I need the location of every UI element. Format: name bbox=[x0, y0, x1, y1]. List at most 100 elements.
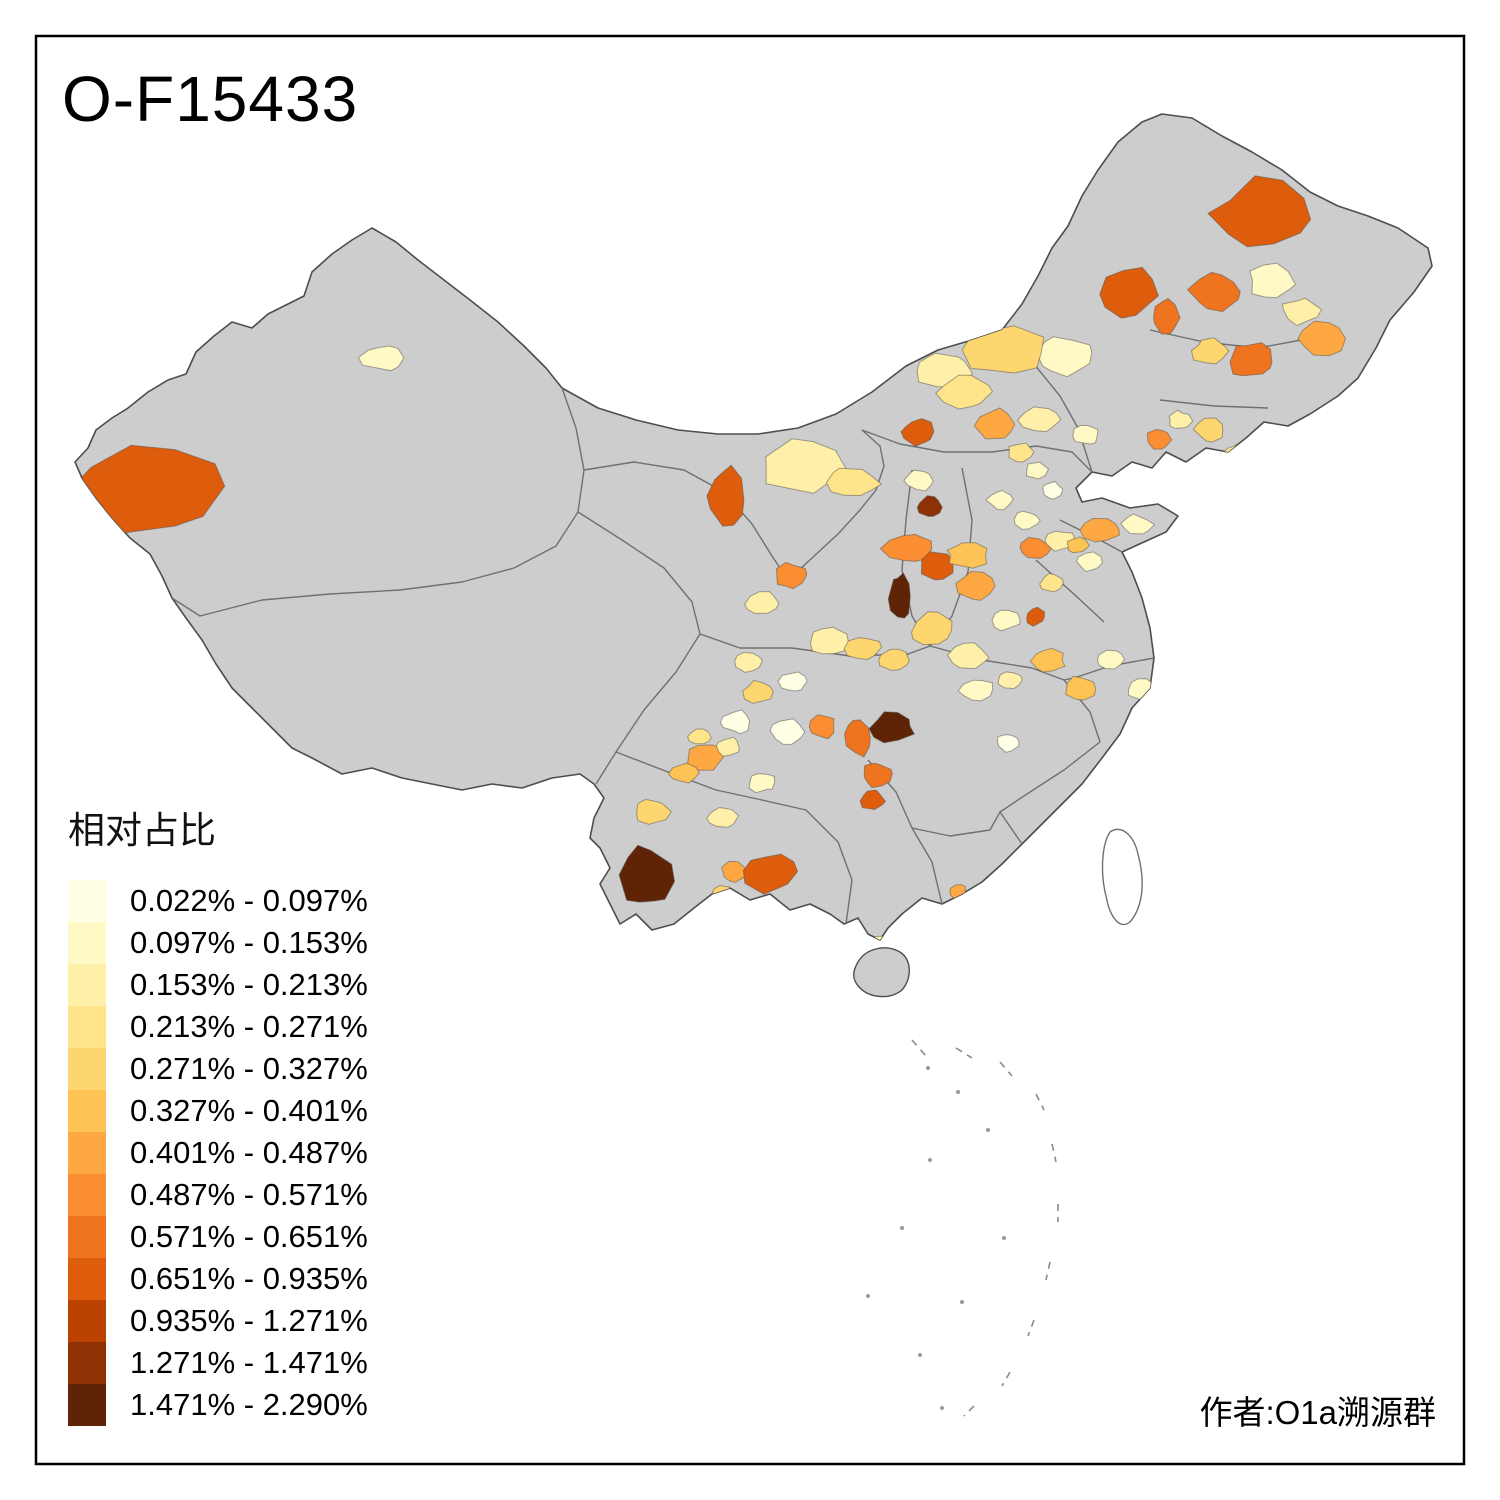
map-region bbox=[991, 609, 1021, 632]
map-region bbox=[765, 438, 848, 494]
legend-label: 0.935% - 1.271% bbox=[130, 1303, 368, 1338]
legend-item: 0.097% - 0.153% bbox=[68, 922, 368, 964]
legend-item: 0.327% - 0.401% bbox=[68, 1090, 368, 1132]
legend-item: 0.271% - 0.327% bbox=[68, 1048, 368, 1090]
legend-item: 1.271% - 1.471% bbox=[68, 1342, 368, 1384]
legend-item: 0.401% - 0.487% bbox=[68, 1132, 368, 1174]
map-region bbox=[769, 718, 806, 746]
map-region bbox=[1229, 342, 1273, 377]
map-region bbox=[1152, 297, 1181, 335]
map-region bbox=[1120, 513, 1156, 535]
map-region bbox=[742, 853, 799, 895]
map-region bbox=[825, 467, 883, 497]
map-region bbox=[1168, 409, 1194, 429]
legend-swatch bbox=[68, 1300, 106, 1342]
map-region bbox=[910, 611, 953, 646]
plot-frame bbox=[34, 34, 1466, 1466]
south-china-sea-islets bbox=[866, 1066, 1006, 1410]
map-region bbox=[1146, 428, 1173, 450]
map-region bbox=[1021, 864, 1043, 878]
map-region bbox=[775, 561, 808, 590]
legend: 相对占比 0.022% - 0.097% 0.097% - 0.153% 0.153… bbox=[68, 800, 368, 1426]
legend-swatch bbox=[68, 1384, 106, 1426]
attribution-text: 作者:O1a溯源群 bbox=[1199, 1394, 1436, 1431]
legend-swatch bbox=[68, 922, 106, 964]
map-region bbox=[1026, 606, 1046, 627]
map-region bbox=[744, 590, 780, 614]
map-region bbox=[916, 495, 943, 517]
map-region bbox=[946, 642, 990, 670]
map-region bbox=[1097, 649, 1126, 670]
map-region bbox=[844, 719, 871, 758]
map-region bbox=[903, 469, 934, 492]
map-region bbox=[357, 345, 405, 372]
taiwan-island bbox=[1101, 828, 1143, 926]
map-region bbox=[959, 897, 976, 912]
map-region bbox=[946, 542, 988, 569]
map-region bbox=[955, 570, 996, 601]
map-region bbox=[1039, 572, 1064, 593]
map-region bbox=[1079, 517, 1121, 543]
map-region bbox=[961, 325, 1045, 374]
legend-item: 0.213% - 0.271% bbox=[68, 1006, 368, 1048]
map-region bbox=[1065, 675, 1097, 701]
legend-swatch bbox=[68, 880, 106, 922]
map-region bbox=[1281, 297, 1323, 327]
map-region bbox=[686, 744, 725, 771]
map-region bbox=[719, 709, 751, 735]
legend-label: 0.097% - 0.153% bbox=[130, 925, 368, 960]
legend-item: 1.471% - 2.290% bbox=[68, 1384, 368, 1426]
map-region bbox=[1099, 266, 1159, 319]
map-region bbox=[1207, 175, 1312, 248]
map-region bbox=[935, 374, 994, 410]
map-region bbox=[1192, 417, 1224, 443]
map-region bbox=[949, 884, 966, 900]
map-region bbox=[1075, 551, 1104, 573]
map-region bbox=[1186, 271, 1241, 313]
south-china-sea-islands bbox=[911, 1039, 1059, 1417]
map-region bbox=[721, 860, 748, 883]
map-region bbox=[863, 762, 893, 789]
legend-label: 0.153% - 0.213% bbox=[130, 967, 368, 1002]
map-region bbox=[75, 444, 226, 534]
map-region bbox=[869, 935, 889, 940]
map-region bbox=[748, 773, 776, 794]
legend-swatch bbox=[68, 1090, 106, 1132]
legend-label: 0.571% - 0.651% bbox=[130, 1219, 368, 1254]
map-region bbox=[777, 671, 808, 692]
legend-label: 1.471% - 2.290% bbox=[130, 1387, 368, 1422]
legend-label: 0.271% - 0.327% bbox=[130, 1051, 368, 1086]
map-region bbox=[1297, 320, 1347, 357]
map-region bbox=[1013, 510, 1041, 531]
map-region bbox=[715, 736, 740, 757]
map-region bbox=[868, 711, 916, 744]
hainan-island bbox=[853, 947, 910, 998]
map-region bbox=[706, 806, 740, 828]
map-region bbox=[878, 648, 910, 672]
map-region bbox=[1072, 424, 1099, 445]
legend-label: 1.271% - 1.471% bbox=[130, 1345, 368, 1380]
map-region bbox=[973, 407, 1016, 440]
map-region bbox=[997, 671, 1023, 690]
map-region bbox=[859, 789, 887, 811]
legend-item: 0.022% - 0.097% bbox=[68, 880, 368, 922]
legend-swatch bbox=[68, 1258, 106, 1300]
map-region bbox=[920, 551, 954, 581]
legend-item: 0.651% - 0.935% bbox=[68, 1258, 368, 1300]
legend-label: 0.401% - 0.487% bbox=[130, 1135, 368, 1170]
map-region bbox=[879, 533, 933, 562]
legend-swatch bbox=[68, 1174, 106, 1216]
map-region bbox=[687, 728, 712, 745]
legend-label: 0.487% - 0.571% bbox=[130, 1177, 368, 1212]
map-region bbox=[706, 464, 745, 527]
legend-label: 0.022% - 0.097% bbox=[130, 883, 368, 918]
map-region bbox=[809, 626, 850, 655]
map-region bbox=[1066, 536, 1091, 554]
map-region bbox=[900, 418, 935, 447]
map-region bbox=[667, 762, 700, 784]
legend-swatch bbox=[68, 1006, 106, 1048]
map-region bbox=[957, 679, 994, 702]
legend-item: 0.935% - 1.271% bbox=[68, 1300, 368, 1342]
